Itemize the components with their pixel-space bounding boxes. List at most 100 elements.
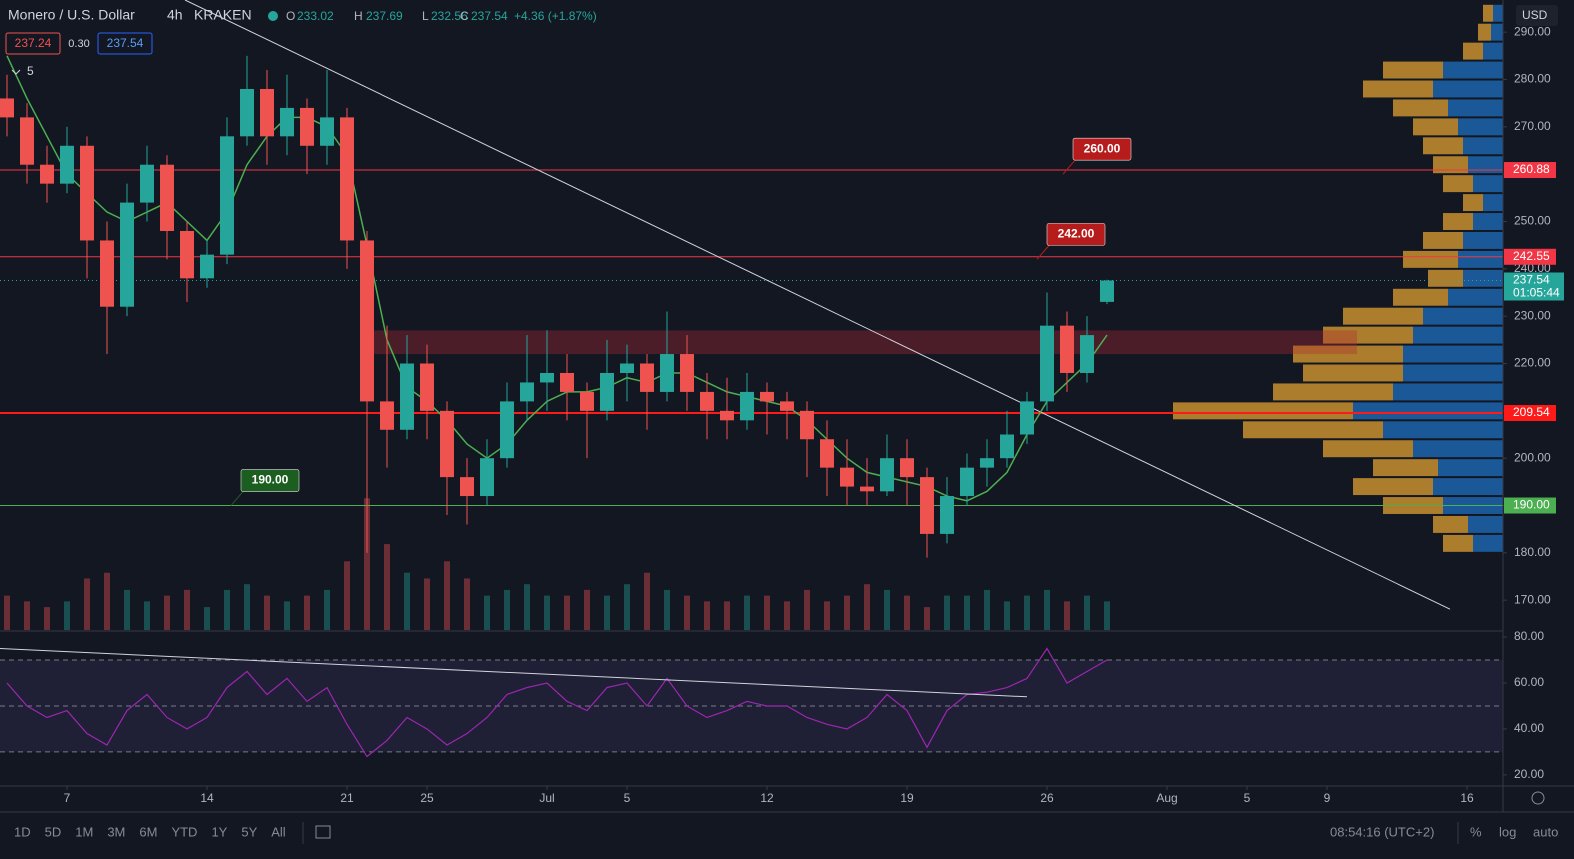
scale-option[interactable]: log bbox=[1499, 824, 1516, 839]
candle-body bbox=[820, 439, 834, 468]
candle-body bbox=[440, 410, 454, 478]
candle-body bbox=[960, 467, 974, 497]
x-tick-label: 25 bbox=[420, 791, 434, 805]
volume-bar bbox=[764, 595, 770, 630]
candle-body bbox=[360, 240, 374, 402]
bid-box[interactable] bbox=[5, 32, 61, 55]
profile-up bbox=[1403, 345, 1503, 363]
range-button[interactable]: 3M bbox=[107, 824, 125, 839]
toolbar: 1D 5D 1M 3M 6M YTD 1Y 5Y All% log auto bbox=[14, 824, 1558, 839]
candle-body bbox=[920, 477, 934, 534]
date-range-icon[interactable] bbox=[315, 825, 331, 839]
ohlc-label: H bbox=[354, 9, 363, 23]
profile-down bbox=[1428, 269, 1463, 287]
level-tag bbox=[1504, 162, 1556, 179]
candle-body bbox=[220, 136, 234, 255]
callout-box bbox=[240, 469, 300, 492]
volume-bar bbox=[384, 544, 390, 630]
profile-down bbox=[1483, 4, 1493, 22]
candle-body bbox=[1060, 325, 1074, 373]
volume-bar bbox=[824, 601, 830, 630]
profile-up bbox=[1423, 307, 1503, 325]
volume-bar bbox=[304, 595, 310, 630]
range-button[interactable]: 1D bbox=[14, 824, 31, 839]
chevron[interactable] bbox=[11, 69, 21, 75]
zone bbox=[360, 330, 1357, 355]
profile-down bbox=[1423, 231, 1463, 249]
currency-button[interactable] bbox=[1516, 5, 1558, 26]
candle-body bbox=[580, 391, 594, 411]
range-button[interactable]: 6M bbox=[139, 824, 157, 839]
candle-body bbox=[880, 458, 894, 492]
profile-up bbox=[1458, 250, 1503, 268]
profile-down bbox=[1373, 459, 1438, 477]
volume-bar bbox=[1064, 601, 1070, 630]
volume-bar bbox=[1104, 601, 1110, 630]
range-button[interactable]: 5D bbox=[45, 824, 62, 839]
volume-bar bbox=[1024, 595, 1030, 630]
ohlc-value: 237.54 bbox=[471, 9, 508, 23]
symbol: Monero / U.S. Dollar bbox=[8, 7, 135, 23]
last-price-tag bbox=[1504, 272, 1564, 301]
volume-bar bbox=[344, 561, 350, 630]
profile-down bbox=[1443, 175, 1473, 193]
callout-box bbox=[1072, 137, 1132, 161]
profile-up bbox=[1403, 364, 1503, 382]
profile-down bbox=[1463, 42, 1483, 60]
range-button[interactable]: 5Y bbox=[241, 824, 257, 839]
candle-body bbox=[940, 496, 954, 534]
volume-bar bbox=[684, 595, 690, 630]
scale-option[interactable]: auto bbox=[1533, 824, 1558, 839]
profile-down bbox=[1413, 118, 1458, 136]
candle-body bbox=[860, 486, 874, 492]
volume-bar bbox=[504, 589, 510, 630]
candle-body bbox=[560, 372, 574, 392]
range-button[interactable]: YTD bbox=[171, 824, 197, 839]
y-tick-label: 170.00 bbox=[1514, 592, 1551, 606]
volume-bar bbox=[964, 595, 970, 630]
y-tick-label: 230.00 bbox=[1514, 308, 1551, 322]
candle-body bbox=[380, 401, 394, 430]
candle-body bbox=[760, 391, 774, 402]
profile-up bbox=[1463, 231, 1503, 249]
volume-bar bbox=[1044, 589, 1050, 630]
interval: 4h bbox=[167, 7, 183, 23]
candle-body bbox=[260, 88, 274, 137]
volume-bar bbox=[164, 595, 170, 630]
rsi-tick-label: 20.00 bbox=[1514, 767, 1544, 781]
x-tick-label: 16 bbox=[1460, 791, 1474, 805]
range-button[interactable]: 1Y bbox=[211, 824, 227, 839]
level-tag bbox=[1504, 248, 1556, 265]
volume-bar bbox=[1084, 595, 1090, 630]
ask-box[interactable] bbox=[97, 32, 153, 55]
candle-body bbox=[420, 363, 434, 411]
candle-body bbox=[520, 382, 534, 402]
profile-up bbox=[1473, 534, 1503, 552]
callout-label: 242.00 bbox=[1058, 227, 1095, 241]
profile-up bbox=[1483, 42, 1503, 60]
volume-bar bbox=[464, 578, 470, 630]
spread: 0.30 bbox=[68, 38, 89, 50]
callout-box bbox=[1046, 223, 1106, 246]
range-button[interactable]: 1M bbox=[75, 824, 93, 839]
x-tick-label: 5 bbox=[1244, 791, 1251, 805]
volume-bar bbox=[364, 498, 370, 630]
volume-bar bbox=[124, 589, 130, 630]
callout-leader bbox=[1062, 159, 1076, 175]
scale-option[interactable]: % bbox=[1470, 824, 1482, 839]
range-button[interactable]: All bbox=[271, 824, 286, 839]
candle-body bbox=[800, 410, 814, 440]
profile-down bbox=[1393, 288, 1448, 306]
candle-body bbox=[180, 230, 194, 279]
candle-body bbox=[480, 458, 494, 497]
settings-icon[interactable] bbox=[1531, 791, 1545, 805]
volume-bar bbox=[44, 607, 50, 630]
y-tick-label: 250.00 bbox=[1514, 214, 1551, 228]
candle-body bbox=[700, 391, 714, 411]
profile-down bbox=[1303, 364, 1403, 382]
candle-body bbox=[720, 410, 734, 421]
profile-down bbox=[1273, 383, 1393, 401]
volume-bar bbox=[984, 589, 990, 630]
volume-bar bbox=[924, 607, 930, 630]
profile-down bbox=[1343, 307, 1423, 325]
